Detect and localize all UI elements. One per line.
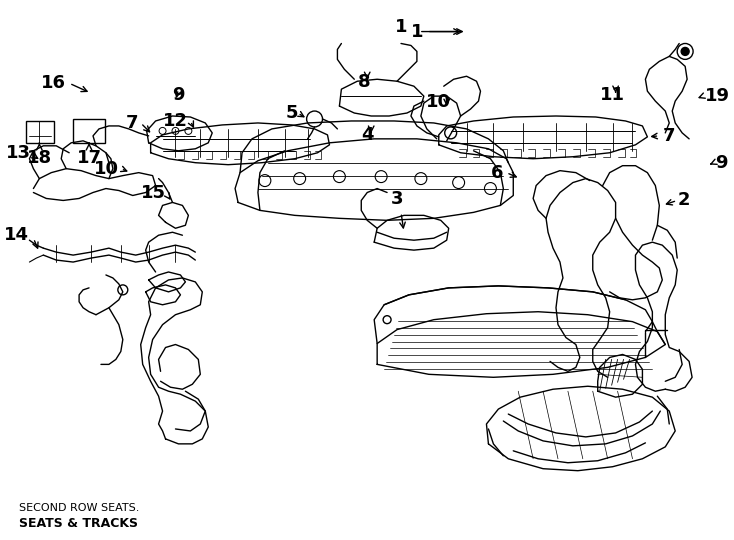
Text: 2: 2 xyxy=(677,192,690,210)
Text: 9: 9 xyxy=(172,86,185,104)
Text: 4: 4 xyxy=(361,126,374,144)
Text: 7: 7 xyxy=(126,114,139,132)
Text: 7: 7 xyxy=(662,127,675,145)
Bar xyxy=(26,121,54,143)
Text: 1: 1 xyxy=(411,23,424,40)
Text: 10: 10 xyxy=(94,160,119,178)
Text: 9: 9 xyxy=(715,154,727,172)
Text: 18: 18 xyxy=(27,149,52,167)
Circle shape xyxy=(681,48,689,56)
Text: 15: 15 xyxy=(140,184,166,201)
Text: SECOND ROW SEATS.: SECOND ROW SEATS. xyxy=(20,503,140,514)
Text: 12: 12 xyxy=(164,112,189,130)
Text: 17: 17 xyxy=(76,149,101,167)
Text: SEATS & TRACKS: SEATS & TRACKS xyxy=(20,517,139,530)
Text: 1: 1 xyxy=(394,18,407,36)
Text: 5: 5 xyxy=(286,104,298,122)
Text: 3: 3 xyxy=(390,191,403,208)
Text: 19: 19 xyxy=(705,87,730,105)
Text: 16: 16 xyxy=(41,74,66,92)
Text: 14: 14 xyxy=(4,226,29,244)
Text: 6: 6 xyxy=(491,164,504,181)
Text: 8: 8 xyxy=(358,73,371,91)
Text: 11: 11 xyxy=(600,86,625,104)
Bar xyxy=(73,119,105,143)
Text: 13: 13 xyxy=(7,144,32,162)
Text: 10: 10 xyxy=(426,93,451,111)
